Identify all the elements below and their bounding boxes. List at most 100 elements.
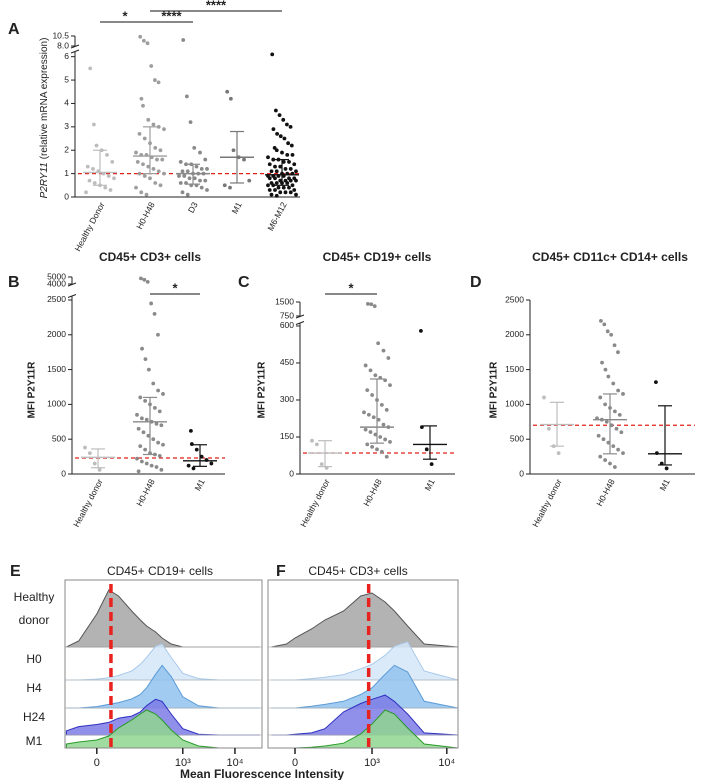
data-point bbox=[156, 332, 160, 337]
y-tick-label: 750 bbox=[280, 310, 294, 320]
data-point bbox=[198, 178, 202, 183]
data-point bbox=[273, 108, 278, 113]
axis-break bbox=[295, 321, 305, 325]
data-point bbox=[278, 190, 283, 195]
data-point bbox=[231, 148, 236, 153]
data-point bbox=[146, 164, 151, 169]
data-point bbox=[135, 456, 139, 461]
data-point bbox=[601, 437, 606, 442]
x-axis-label: Mean Fluorescence Intensity bbox=[180, 767, 344, 780]
data-point bbox=[177, 174, 181, 178]
y-tick-label: 600 bbox=[280, 320, 294, 330]
data-point bbox=[285, 122, 289, 127]
data-point bbox=[162, 171, 166, 176]
axis-break bbox=[67, 294, 77, 298]
data-point bbox=[269, 192, 274, 197]
data-point bbox=[619, 430, 624, 435]
data-point bbox=[288, 167, 293, 171]
data-point bbox=[285, 181, 290, 185]
data-point bbox=[424, 447, 429, 452]
data-point bbox=[191, 466, 196, 471]
row-label: Healthy donor bbox=[14, 590, 55, 627]
axis-break bbox=[70, 49, 80, 54]
data-point bbox=[290, 183, 295, 188]
gene-name: P2RY11 bbox=[39, 162, 50, 198]
data-point bbox=[156, 440, 161, 445]
data-point bbox=[134, 185, 138, 190]
data-point bbox=[247, 178, 252, 183]
data-point bbox=[145, 280, 150, 284]
data-point bbox=[273, 176, 277, 181]
y-tick-label: 500 bbox=[52, 433, 66, 443]
data-point bbox=[384, 407, 389, 412]
data-point bbox=[146, 433, 151, 438]
data-point bbox=[612, 465, 617, 469]
data-point bbox=[368, 430, 373, 434]
data-point bbox=[153, 181, 158, 185]
data-point bbox=[542, 395, 546, 400]
data-point bbox=[608, 461, 612, 466]
data-point bbox=[105, 153, 109, 157]
data-point bbox=[273, 188, 277, 192]
data-point bbox=[153, 78, 157, 82]
data-point bbox=[289, 143, 294, 148]
y-tick-label: 2000 bbox=[47, 329, 66, 339]
data-point bbox=[142, 277, 147, 282]
data-point bbox=[199, 454, 204, 459]
data-point bbox=[314, 442, 319, 447]
data-point bbox=[189, 442, 194, 446]
y-tick-label: 0 bbox=[519, 468, 524, 478]
data-point bbox=[274, 169, 279, 174]
row-label: M1 bbox=[26, 734, 43, 748]
data-point bbox=[376, 341, 381, 346]
data-point bbox=[292, 188, 297, 192]
y-tick-label: 1000 bbox=[47, 399, 66, 409]
data-point bbox=[366, 412, 371, 417]
y-tick-label: 500 bbox=[510, 433, 524, 443]
data-point bbox=[159, 423, 164, 428]
data-point bbox=[152, 312, 157, 316]
data-point bbox=[92, 181, 97, 185]
data-point bbox=[159, 467, 164, 472]
panel-title: CD45+ CD3+ cells bbox=[99, 250, 201, 264]
data-point bbox=[205, 188, 209, 192]
data-point bbox=[375, 447, 379, 452]
data-point bbox=[603, 367, 608, 372]
x-tick-label: M1 bbox=[657, 477, 672, 492]
data-point bbox=[419, 329, 423, 333]
panel-title: CD45+ CD19+ cells bbox=[323, 250, 432, 264]
data-point bbox=[386, 356, 391, 360]
density-area bbox=[66, 589, 260, 648]
data-point bbox=[363, 427, 368, 432]
data-point bbox=[621, 451, 625, 456]
x-tick-label: H0-H48 bbox=[594, 477, 617, 508]
data-point bbox=[139, 459, 144, 464]
data-point bbox=[108, 188, 113, 192]
data-point bbox=[87, 451, 92, 456]
y-tick-label: 8.0 bbox=[57, 40, 69, 50]
y-tick-label: 300 bbox=[280, 394, 294, 404]
data-point bbox=[158, 148, 163, 153]
data-point bbox=[556, 451, 561, 456]
data-point bbox=[271, 127, 276, 132]
significance-label: * bbox=[122, 8, 128, 23]
data-point bbox=[194, 164, 199, 169]
row-label-line: donor bbox=[19, 613, 50, 627]
row-label: H0 bbox=[26, 652, 42, 666]
data-point bbox=[429, 462, 434, 467]
data-point bbox=[156, 169, 161, 174]
data-point bbox=[203, 157, 208, 162]
significance-label: * bbox=[172, 280, 178, 295]
panel-frame bbox=[267, 579, 459, 749]
data-point bbox=[271, 157, 276, 162]
data-point bbox=[145, 41, 150, 46]
y-axis-label: MFI P2Y11R bbox=[489, 361, 500, 418]
data-point bbox=[281, 117, 286, 122]
y-tick-label: 4 bbox=[64, 98, 69, 108]
data-point bbox=[310, 438, 314, 443]
data-point bbox=[138, 395, 143, 400]
data-point bbox=[136, 469, 141, 474]
data-point bbox=[222, 183, 227, 188]
data-point bbox=[383, 437, 388, 442]
